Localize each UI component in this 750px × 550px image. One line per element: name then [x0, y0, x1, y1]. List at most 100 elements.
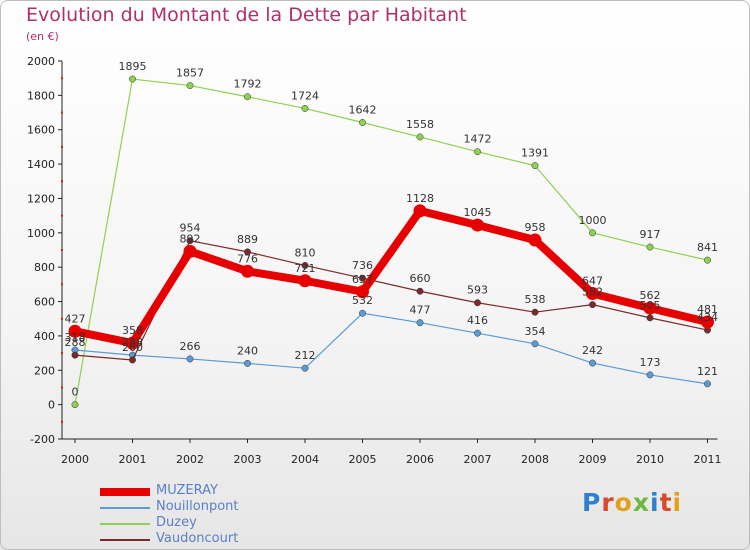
data-point-duzey: [646, 243, 654, 251]
x-tick-label: 2004: [291, 453, 319, 466]
y-tick-label: -200: [30, 433, 55, 446]
legend-swatch-nouillonpont: [100, 507, 150, 509]
x-tick-label: 2009: [579, 453, 607, 466]
data-label-nouillonpont: 242: [582, 344, 603, 357]
data-point-duzey: [359, 119, 366, 126]
logo-letter: i: [650, 488, 660, 517]
data-point-muzeray: [241, 264, 254, 278]
y-tick-label: 800: [34, 261, 55, 274]
y-tick-label: 600: [34, 296, 55, 309]
y-tick-label: 200: [34, 364, 55, 377]
x-tick-label: 2002: [176, 453, 204, 466]
y-tick-label: 1400: [27, 158, 55, 171]
data-point-duzey: [416, 133, 424, 141]
y-minor-tick: [61, 317, 63, 320]
data-label-nouillonpont: 173: [640, 356, 661, 369]
data-label-nouillonpont: 288: [122, 336, 143, 349]
data-label-duzey: 1857: [176, 67, 204, 80]
legend-swatch-vaudoncourt: [100, 539, 150, 541]
data-label-duzey: 1724: [291, 89, 319, 102]
data-label-nouillonpont: 240: [237, 344, 258, 357]
data-point-muzeray: [413, 204, 427, 218]
data-label-duzey: 1792: [234, 78, 262, 91]
data-label-nouillonpont: 212: [295, 349, 316, 362]
data-point-muzeray: [586, 286, 599, 300]
legend-item-nouillonpont: Nouillonpont: [100, 499, 360, 516]
y-tick-label: 2000: [27, 55, 55, 68]
data-point-nouillonpont: [589, 359, 596, 367]
data-point-muzeray: [126, 336, 139, 350]
data-point-nouillonpont: [359, 309, 366, 317]
data-label-vaudoncourt: 505: [640, 299, 661, 312]
legend-label-nouillonpont: Nouillonpont: [156, 499, 239, 514]
data-label-muzeray: 562: [640, 289, 661, 302]
data-label-muzeray: 358: [122, 324, 143, 337]
x-tick-label: 2005: [349, 453, 377, 466]
x-tick-label: 2003: [234, 453, 262, 466]
data-point-duzey: [244, 93, 251, 101]
data-label-vaudoncourt: 889: [237, 233, 258, 246]
data-label-vaudoncourt: 593: [467, 284, 488, 297]
x-tick-label: 2011: [694, 453, 722, 466]
data-point-nouillonpont: [474, 329, 481, 337]
data-point-muzeray: [701, 315, 714, 329]
data-point-nouillonpont: [646, 371, 654, 379]
x-tick-label: 2008: [521, 453, 549, 466]
data-label-muzeray: 892: [180, 232, 201, 245]
series-line-nouillonpont: [74, 312, 709, 385]
data-label-vaudoncourt: 538: [525, 293, 546, 306]
data-label-nouillonpont: 266: [180, 340, 201, 353]
legend-item-muzeray: MUZERAY: [100, 483, 360, 500]
legend-label-vaudoncourt: Vaudoncourt: [156, 531, 239, 546]
data-label-vaudoncourt: 260: [122, 341, 143, 354]
data-label-nouillonpont: 354: [525, 325, 546, 338]
data-label-duzey: 917: [640, 228, 661, 241]
data-point-vaudoncourt: [416, 287, 424, 295]
data-label-duzey: 1000: [579, 214, 607, 227]
data-label-duzey: 841: [697, 241, 718, 254]
y-tick-label: 400: [34, 330, 55, 343]
data-point-muzeray: [68, 324, 82, 338]
data-point-vaudoncourt: [244, 248, 251, 256]
data-point-duzey: [704, 256, 711, 264]
data-point-duzey: [474, 148, 481, 156]
data-label-vaudoncourt: 434: [697, 311, 718, 324]
logo-letter: t: [659, 488, 673, 517]
data-label-muzeray: 776: [237, 252, 258, 265]
data-point-vaudoncourt: [531, 308, 539, 316]
data-label-vaudoncourt: 736: [352, 259, 373, 272]
data-point-nouillonpont: [244, 359, 251, 367]
data-point-muzeray: [183, 244, 197, 258]
data-label-vaudoncourt: 660: [410, 272, 431, 285]
y-minor-tick: [61, 352, 63, 355]
x-tick-label: 2001: [119, 453, 147, 466]
data-label-duzey: 1391: [521, 147, 549, 160]
data-point-vaudoncourt: [589, 301, 596, 309]
data-label-muzeray: 1045: [464, 206, 492, 219]
legend: MUZERAY Nouillonpont Duzey Vaudoncourt: [100, 483, 360, 548]
y-minor-tick: [61, 214, 63, 217]
logo-letter: x: [632, 488, 650, 517]
data-point-duzey: [71, 401, 79, 409]
legend-swatch-duzey: [100, 523, 150, 525]
x-tick-label: 2006: [406, 453, 434, 466]
data-point-duzey: [589, 229, 596, 237]
logo-letter: o: [614, 488, 633, 517]
y-minor-tick: [61, 111, 63, 114]
data-label-muzeray: 721: [295, 262, 316, 275]
data-label-muzeray: 657: [352, 273, 373, 286]
y-minor-tick: [61, 180, 63, 183]
y-tick-label: 1600: [27, 124, 55, 137]
data-label-nouillonpont: 532: [352, 294, 373, 307]
y-tick-label: 1000: [27, 227, 55, 240]
data-point-duzey: [186, 82, 194, 90]
data-label-nouillonpont: 121: [697, 365, 718, 378]
data-point-vaudoncourt: [301, 262, 309, 269]
data-label-muzeray: 427: [65, 312, 86, 325]
y-tick-label: 0: [48, 399, 55, 412]
x-tick-label: 2007: [464, 453, 492, 466]
data-point-nouillonpont: [531, 340, 539, 348]
series-line-duzey: [74, 78, 709, 406]
data-point-muzeray: [643, 301, 657, 315]
y-tick-label: 1800: [27, 89, 55, 102]
